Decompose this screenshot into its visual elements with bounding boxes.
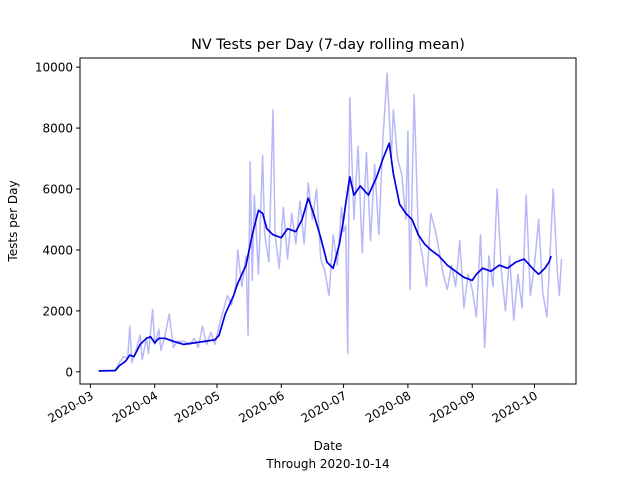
y-tick-label: 4000 [42, 243, 73, 257]
series-line-rolling-mean [98, 142, 552, 372]
x-tick-label: 2020-07 [299, 388, 349, 425]
y-tick-label: 0 [65, 365, 73, 379]
y-tick-label: 8000 [42, 122, 73, 136]
y-tick-label: 10000 [35, 61, 73, 75]
x-axis-label: Date [314, 439, 343, 453]
y-tick-label: 2000 [42, 304, 73, 318]
y-tick-label: 6000 [42, 183, 73, 197]
y-axis: 0 2000 4000 6000 8000 10000 [35, 61, 80, 379]
y-axis-label: Tests per Day [6, 180, 20, 262]
x-axis-sublabel: Through 2020-10-14 [265, 457, 389, 471]
x-tick-label: 2020-10 [490, 388, 540, 425]
x-tick-label: 2020-04 [110, 388, 160, 425]
x-tick-label: 2020-05 [172, 388, 222, 425]
x-axis: 2020-03 2020-04 2020-05 2020-06 2020-07 2020-… [45, 384, 540, 426]
series-line-daily [98, 72, 563, 372]
x-tick-label: 2020-09 [427, 388, 477, 425]
plot-area [98, 72, 563, 372]
x-tick-label: 2020-03 [45, 388, 95, 425]
x-tick-label: 2020-08 [363, 388, 413, 425]
chart-title: NV Tests per Day (7-day rolling mean) [191, 37, 465, 53]
axes-frame [79, 57, 577, 385]
x-tick-label: 2020-06 [236, 388, 286, 425]
